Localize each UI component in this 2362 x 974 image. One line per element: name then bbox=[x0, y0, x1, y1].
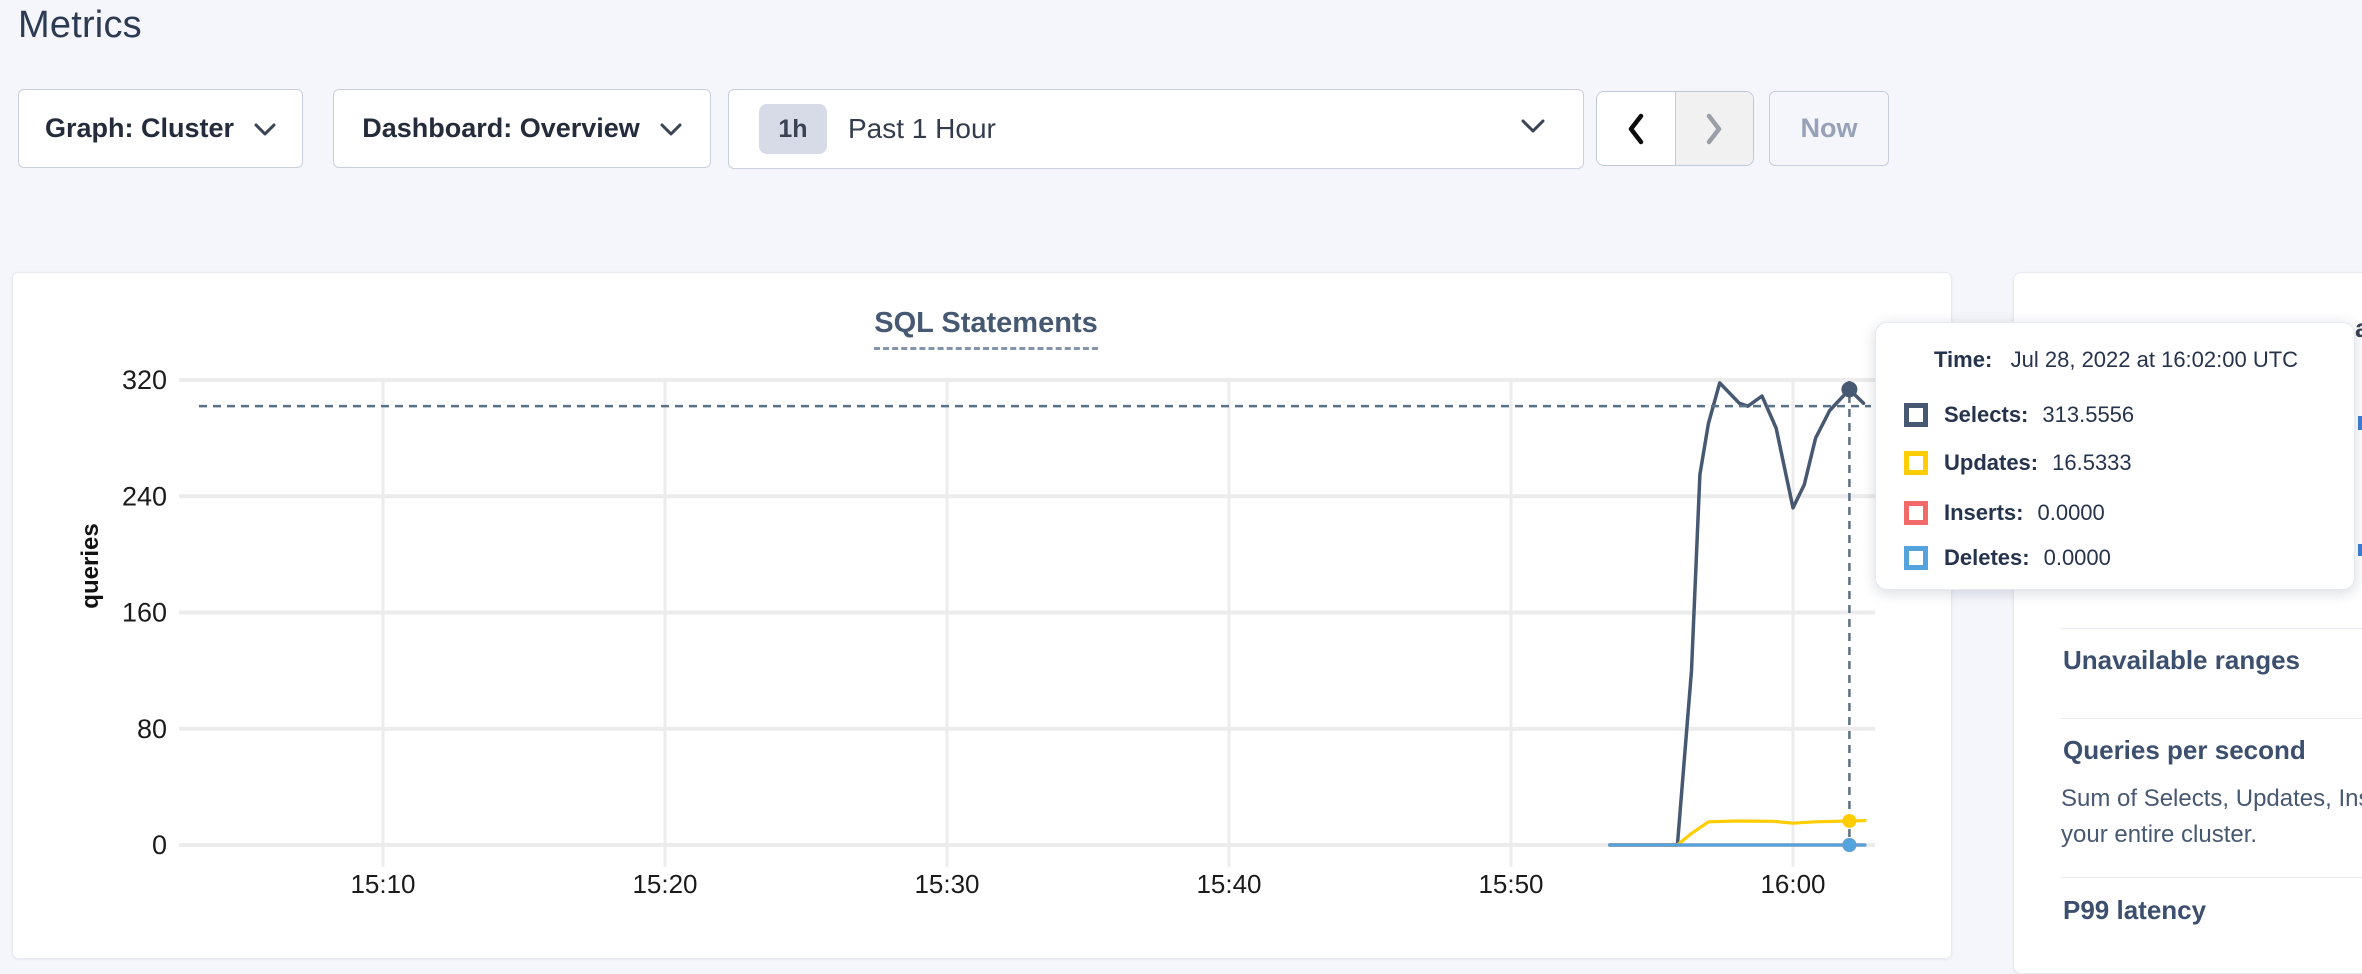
now-button-disabled[interactable]: Now bbox=[1769, 91, 1889, 166]
graph-dropdown[interactable]: Graph: Cluster bbox=[18, 89, 303, 168]
chart-hover-tooltip: Time: Jul 28, 2022 at 16:02:00 UTC Selec… bbox=[1875, 322, 2355, 590]
x-tick-label: 15:20 bbox=[632, 869, 697, 899]
chevron-down-icon bbox=[1521, 119, 1545, 139]
sidebar-section-desc: Sum of Selects, Updates, Inser bbox=[2061, 785, 2362, 812]
hover-dot-updates bbox=[1842, 813, 1857, 828]
x-tick-label: 15:40 bbox=[1196, 869, 1261, 899]
divider bbox=[2061, 718, 2362, 719]
divider bbox=[2061, 877, 2362, 878]
sidebar-section-desc: your entire cluster. bbox=[2061, 821, 2258, 848]
dashboard-dropdown[interactable]: Dashboard: Overview bbox=[333, 89, 711, 168]
inserts-series-swatch bbox=[1904, 501, 1928, 525]
y-tick-label: 160 bbox=[122, 598, 167, 628]
tooltip-row: Deletes: 0.0000 bbox=[1904, 545, 2111, 570]
x-tick-label: 15:30 bbox=[914, 869, 979, 899]
tooltip-time-label: Time: bbox=[1934, 347, 1993, 372]
time-range-badge: 1h bbox=[759, 104, 827, 154]
clipped-sidebar-text: a bbox=[2355, 313, 2362, 344]
series-line-selects bbox=[1607, 381, 1866, 847]
hover-dot-deletes bbox=[1842, 838, 1857, 852]
sidebar-section-title: P99 latency bbox=[2063, 895, 2207, 925]
chart-title-wrap: SQL Statements bbox=[686, 307, 1286, 350]
y-tick-label: 240 bbox=[122, 481, 167, 511]
sql-statements-plot[interactable]: 15:10 15:20 15:30 15:40 15:50 16:00 0 80 160 240 3… bbox=[13, 273, 1951, 958]
page-title: Metrics bbox=[18, 4, 142, 46]
tooltip-row: Updates: 16.5333 bbox=[1904, 450, 2132, 475]
y-tick-label: 320 bbox=[122, 365, 167, 395]
series-line-updates bbox=[1608, 818, 1867, 847]
tooltip-time-value: Jul 28, 2022 at 16:02:00 UTC bbox=[2010, 347, 2299, 372]
tooltip-row: Inserts: 0.0000 bbox=[1904, 500, 2105, 525]
graph-dropdown-label: Graph: Cluster bbox=[44, 113, 235, 143]
previous-range-button[interactable] bbox=[1597, 92, 1675, 165]
time-range-label: Past 1 Hour bbox=[848, 113, 996, 144]
hover-dot-selects bbox=[1841, 381, 1858, 398]
time-range-step-buttons bbox=[1596, 91, 1754, 166]
tooltip-row: Selects: 313.5556 bbox=[1904, 402, 2134, 427]
next-range-button-disabled[interactable] bbox=[1674, 92, 1753, 165]
tooltip-time-row: Time: Jul 28, 2022 at 16:02:00 UTC bbox=[1934, 347, 2298, 373]
chevron-down-icon bbox=[254, 113, 276, 144]
chevron-down-icon bbox=[660, 113, 682, 144]
sql-statements-chart-card: SQL Statements queries 15:10 15:20 15:30 15… bbox=[12, 272, 1952, 959]
chevron-right-icon bbox=[1707, 113, 1722, 144]
x-tick-label: 15:50 bbox=[1478, 869, 1543, 899]
updates-series-swatch bbox=[1904, 451, 1928, 475]
divider bbox=[2061, 628, 2362, 629]
y-tick-label: 80 bbox=[137, 714, 167, 744]
clipped-link-fragment bbox=[2358, 416, 2362, 430]
clipped-link-fragment bbox=[2358, 544, 2362, 556]
chevron-left-icon bbox=[1628, 113, 1643, 144]
chart-title[interactable]: SQL Statements bbox=[874, 307, 1098, 350]
y-tick-label: 0 bbox=[152, 830, 167, 860]
selects-series-swatch bbox=[1904, 403, 1928, 427]
time-range-selector[interactable]: 1h Past 1 Hour bbox=[728, 89, 1584, 169]
x-tick-label: 16:00 bbox=[1760, 869, 1825, 899]
dashboard-dropdown-label: Dashboard: Overview bbox=[362, 113, 640, 143]
x-tick-label: 15:10 bbox=[350, 869, 415, 899]
sidebar-section-title: Unavailable ranges bbox=[2063, 645, 2300, 675]
sidebar-section-title: Queries per second bbox=[2063, 735, 2306, 765]
deletes-series-swatch bbox=[1904, 546, 1928, 570]
